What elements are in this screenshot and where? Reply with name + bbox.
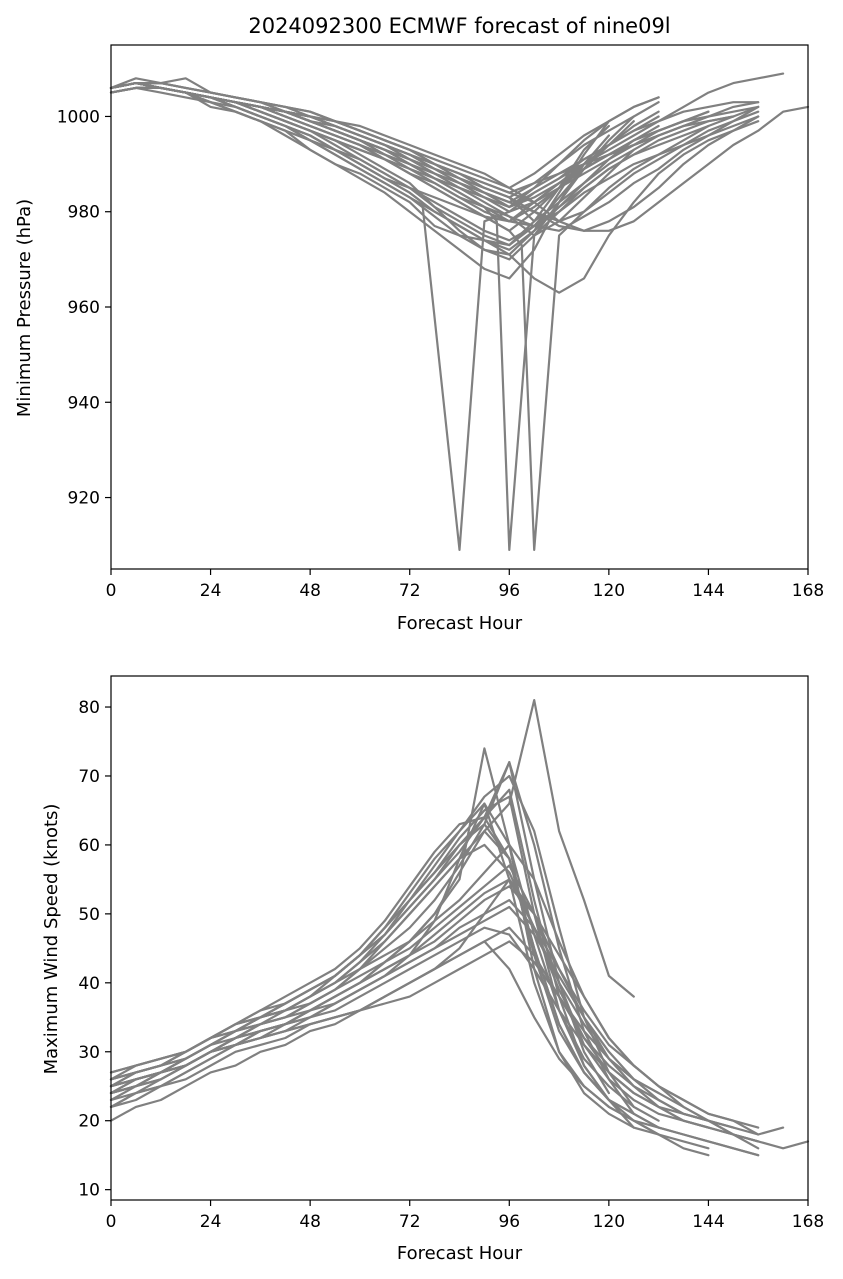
wind-plot-frame [110,675,809,1201]
wind-x-tick-label-6: 120 [593,1212,625,1232]
wind-x-tick-label-1: 0 [106,1212,117,1232]
pressure-y-tick-label-2: 940 [68,393,100,413]
wind-y-tick-label-3: 30 [78,1043,100,1063]
wind-series-line-23 [109,905,760,1143]
wind-x-tick-label-7: 144 [692,1212,724,1232]
pressure-x-tick-label-4: 72 [399,581,421,601]
wind-x-axis-label: Forecast Hour [397,1243,523,1264]
pressure-series-line-4 [109,86,635,261]
wind-series-line-12 [109,940,760,1157]
pressure-x-tick-label-3: 48 [299,581,321,601]
wind-series-line-17 [109,940,760,1136]
pressure-series-line-30 [109,81,735,223]
pressure-x-tick-label-1: 0 [106,581,117,601]
wind-x-tick-label-2: 24 [200,1212,222,1232]
wind-y-tick-label-5: 50 [78,905,100,925]
wind-x-tick-label-3: 48 [299,1212,321,1232]
wind-axes: 0 24 48 72 96 120 144 168 10 20 30 40 50 60 70 80 [78,675,824,1232]
wind-series-line-4 [109,926,810,1150]
wind-y-axis-label: Maximum Wind Speed (knots) [41,804,62,1075]
pressure-y-tick-label-1: 920 [68,489,100,509]
pressure-y-axis-label: Minimum Pressure (hPa) [14,199,35,417]
wind-x-tick-label-5: 96 [498,1212,520,1232]
wind-series-line-19 [109,795,611,1102]
wind-y-tick-label-2: 20 [78,1112,100,1132]
pressure-x-tick-label-7: 144 [692,581,724,601]
wind-series-line-7 [109,698,635,1095]
wind-series-line-1 [109,802,710,1157]
pressure-x-tick-label-5: 96 [498,581,520,601]
pressure-y-tick-label-5: 1000 [57,107,100,127]
pressure-series-line-19 [109,81,760,194]
pressure-plot: 2024092300 ECMWF forecast of nine09l 0 24… [14,14,824,634]
pressure-series-line-26 [109,81,660,232]
wind-x-tick-label-8: 168 [792,1212,824,1232]
pressure-series-line-16 [109,81,611,280]
pressure-axes: 0 24 48 72 96 120 144 168 920 940 960 980 1000 [57,44,824,601]
wind-series-line-24 [109,843,710,1129]
pressure-y-tick-label-3: 960 [68,298,100,318]
wind-y-tick-label-6: 60 [78,836,100,856]
wind-series-line-15 [109,898,785,1136]
wind-plot: 0 24 48 72 96 120 144 168 10 20 30 40 50 60 70 80 Forec… [41,675,824,1264]
wind-series-line-6 [109,864,760,1143]
pressure-x-tick-label-6: 120 [593,581,625,601]
pressure-x-axis-label: Forecast Hour [397,613,523,634]
chart-title: 2024092300 ECMWF forecast of nine09l [248,14,670,38]
wind-series-group [109,698,810,1157]
pressure-y-tick-label-4: 980 [68,203,100,223]
wind-y-tick-label-4: 40 [78,974,100,994]
wind-y-tick-label-7: 70 [78,767,100,787]
pressure-series-line-23 [109,81,660,189]
pressure-series-line-20 [109,81,611,256]
wind-y-tick-label-1: 10 [78,1181,100,1201]
pressure-x-tick-label-8: 168 [792,581,824,601]
wind-x-tick-label-4: 72 [399,1212,421,1232]
pressure-series-group [109,72,810,552]
wind-y-tick-label-8: 80 [78,698,100,718]
pressure-x-tick-label-2: 24 [200,581,222,601]
